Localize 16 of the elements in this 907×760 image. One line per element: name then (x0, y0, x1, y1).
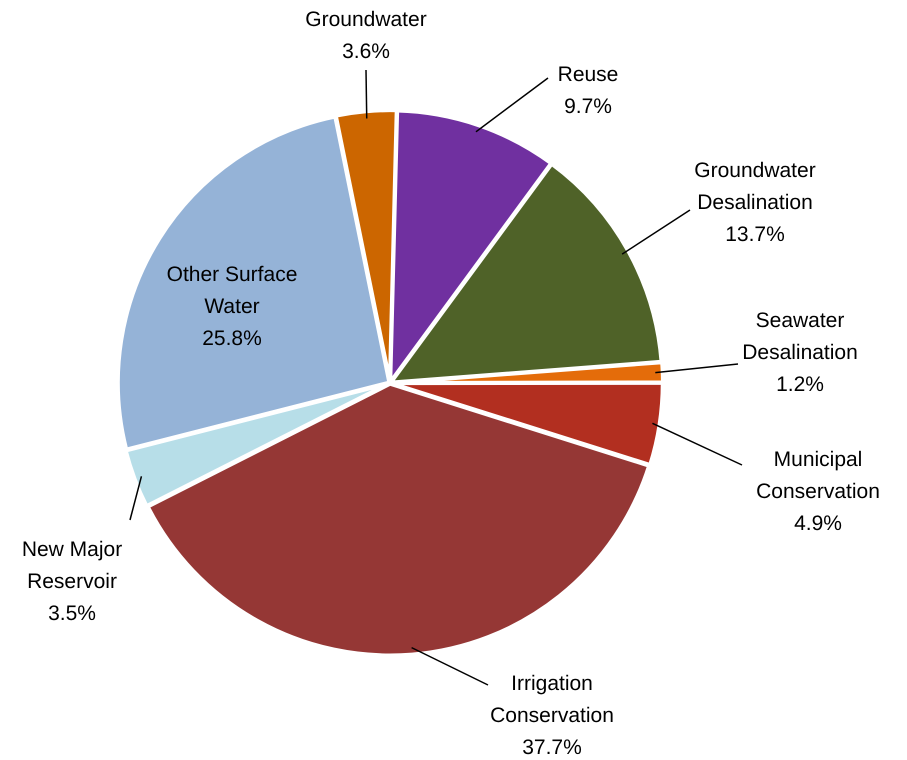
data-label: 3.6% (342, 40, 390, 63)
data-label: 13.7% (725, 222, 785, 246)
slice-label: Reuse (558, 62, 618, 86)
data-label: 3.5% (48, 602, 96, 625)
data-label: 9.7% (564, 94, 612, 118)
slice-label: Seawater Desalination (742, 308, 858, 364)
slice-label: Groundwater Desalination (694, 158, 816, 214)
slice-label: Irrigation Conservation (490, 672, 614, 727)
data-label: 1.2% (776, 372, 824, 396)
data-label: 4.9% (794, 512, 842, 535)
slice-label: Municipal Conservation (756, 448, 880, 503)
slice-label: New Major Reservoir (22, 538, 122, 593)
data-label: 25.8% (202, 326, 262, 350)
slice-label: Other Surface Water (166, 262, 298, 318)
data-label: 37.7% (522, 736, 582, 759)
slice-label: Groundwater (305, 8, 427, 31)
